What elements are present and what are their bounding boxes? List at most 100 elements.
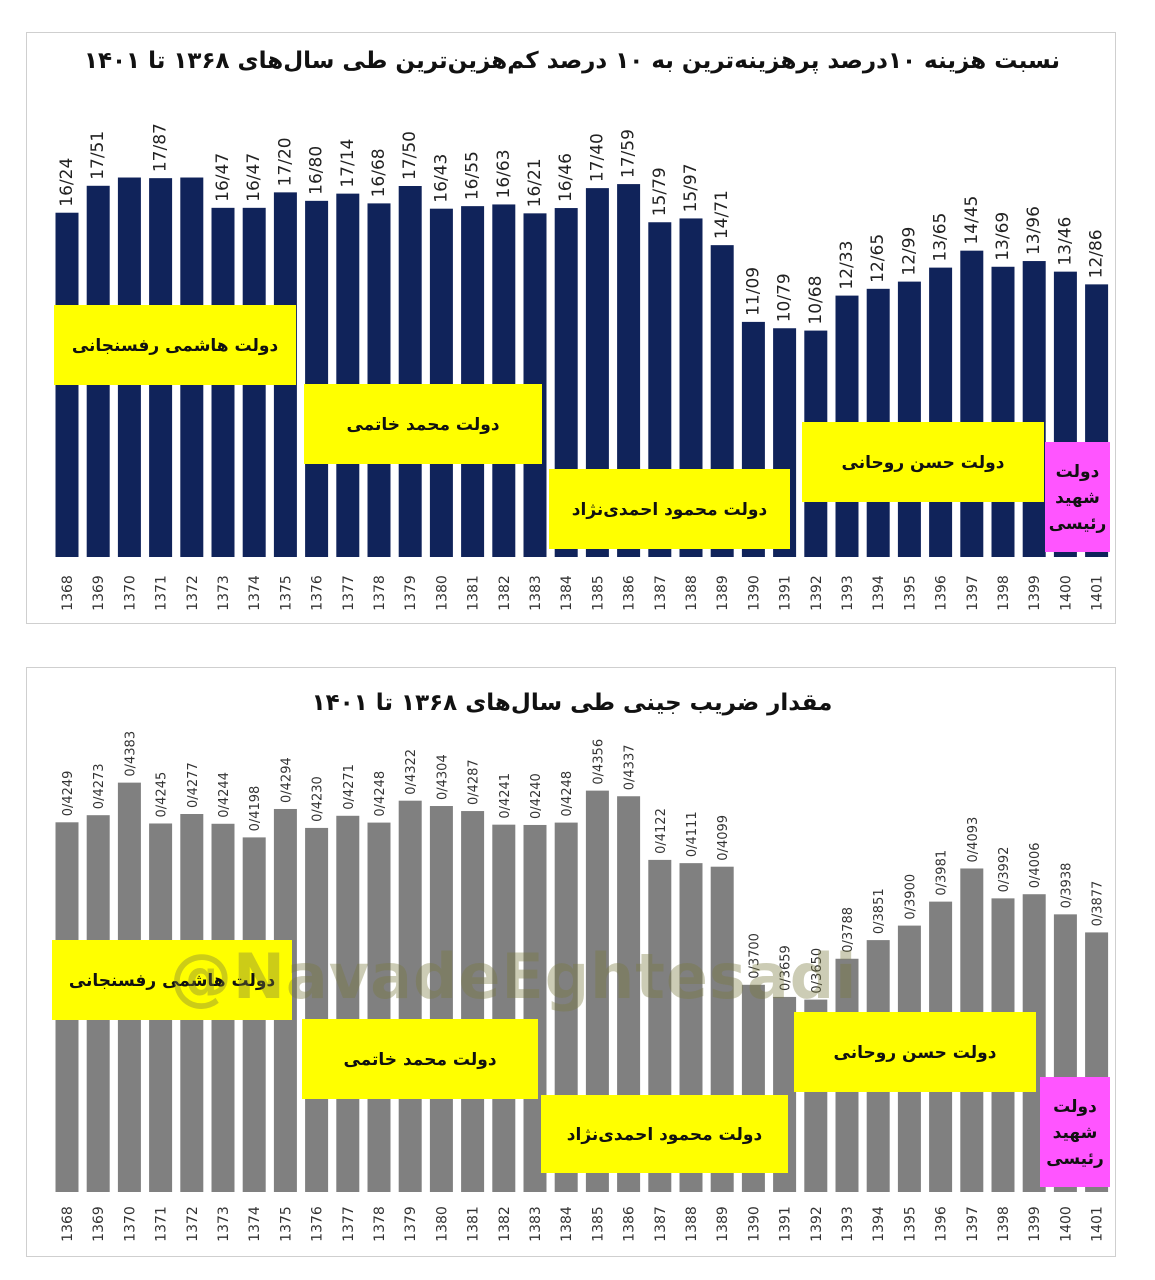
year-tick-1393: 1393 <box>840 1206 856 1242</box>
era-box-2 <box>541 1095 788 1173</box>
bar-1380 <box>429 208 453 557</box>
year-tick-1377: 1377 <box>341 575 357 611</box>
value-label-1384: 0/4248 <box>560 771 575 817</box>
year-tick-1370: 1370 <box>122 1206 138 1242</box>
year-tick-1386: 1386 <box>622 1206 638 1242</box>
year-tick-1378: 1378 <box>372 1206 388 1242</box>
era-box-0 <box>52 940 292 1020</box>
bar-1382 <box>492 204 516 557</box>
value-label-1378: 16/68 <box>369 148 389 197</box>
value-label-1375: 0/4294 <box>279 757 294 803</box>
era-label-2: دولت محمود احمدی‌نژاد <box>572 500 768 520</box>
value-label-1401: 12/86 <box>1087 229 1107 278</box>
bar-1381 <box>461 811 485 1192</box>
year-tick-1393: 1393 <box>840 575 856 611</box>
year-tick-1399: 1399 <box>1027 1206 1043 1242</box>
value-label-1377: 17/14 <box>338 139 358 188</box>
value-label-1370: 0/4383 <box>123 731 138 777</box>
year-tick-1376: 1376 <box>310 1206 326 1242</box>
value-label-1380: 16/43 <box>431 154 451 203</box>
year-tick-1370: 1370 <box>122 575 138 611</box>
era-label-3: دولت حسن روحانی <box>842 453 1005 473</box>
year-tick-1392: 1392 <box>809 575 825 611</box>
value-label-1383: 0/4240 <box>529 773 544 819</box>
year-tick-1400: 1400 <box>1058 575 1074 611</box>
year-tick-1379: 1379 <box>403 1206 419 1242</box>
year-tick-1394: 1394 <box>871 575 887 611</box>
era-label-4: رئیسی <box>1049 514 1107 534</box>
era-box-1 <box>302 1019 538 1099</box>
year-tick-1391: 1391 <box>778 1206 794 1242</box>
era-label-0: دولت هاشمی رفسنجانی <box>72 336 279 356</box>
year-tick-1378: 1378 <box>372 575 388 611</box>
value-label-1400: 13/46 <box>1055 217 1075 266</box>
value-label-1391: 0/3659 <box>779 945 794 991</box>
value-label-1391: 10/79 <box>775 273 795 322</box>
year-tick-1389: 1389 <box>715 575 731 611</box>
value-label-1375: 17/20 <box>275 137 295 186</box>
era-box-2 <box>549 469 790 549</box>
bar-1378 <box>367 822 391 1192</box>
year-tick-1380: 1380 <box>434 575 450 611</box>
ratio-chart-panel: نسبت هزینه ۱۰درصد پرهزینه‌ترین به ۱۰ درص… <box>26 32 1116 624</box>
bar-1376 <box>305 827 329 1192</box>
bar-1383 <box>523 824 547 1192</box>
value-label-1400: 0/3938 <box>1059 863 1074 909</box>
year-tick-1373: 1373 <box>216 575 232 611</box>
year-tick-1379: 1379 <box>403 575 419 611</box>
value-label-1374: 0/4198 <box>248 786 263 832</box>
year-tick-1368: 1368 <box>60 1206 76 1242</box>
year-tick-1377: 1377 <box>341 1206 357 1242</box>
bar-1378 <box>367 203 391 557</box>
year-tick-1394: 1394 <box>871 1206 887 1242</box>
bar-1386 <box>617 184 641 558</box>
year-tick-1382: 1382 <box>497 575 513 611</box>
bar-1379 <box>398 186 422 557</box>
value-label-1368: 0/4249 <box>61 771 76 817</box>
bar-1396 <box>929 267 953 557</box>
year-tick-1401: 1401 <box>1090 575 1106 611</box>
value-label-1382: 16/63 <box>494 149 514 198</box>
year-tick-1395: 1395 <box>902 575 918 611</box>
chart-title: مقدار ضریب جینی طی سال‌های ۱۳۶۸ تا ۱۴۰۱ <box>312 690 833 716</box>
chart-title: نسبت هزینه ۱۰درصد پرهزینه‌ترین به ۱۰ درص… <box>84 48 1060 74</box>
value-label-1377: 0/4271 <box>342 764 357 810</box>
era-label-1: دولت محمد خاتمی <box>343 1050 496 1070</box>
year-tick-1374: 1374 <box>247 1206 263 1242</box>
value-label-1393: 0/3788 <box>841 907 856 953</box>
value-label-1371: 17/87 <box>151 123 171 172</box>
year-tick-1369: 1369 <box>91 1206 107 1242</box>
value-label-1379: 17/50 <box>400 131 420 180</box>
bar-1381 <box>461 206 485 557</box>
bar-1380 <box>429 806 453 1192</box>
year-tick-1369: 1369 <box>91 575 107 611</box>
value-label-1390: 11/09 <box>743 267 763 316</box>
era-box-1 <box>304 384 542 464</box>
year-tick-1383: 1383 <box>528 1206 544 1242</box>
year-tick-1382: 1382 <box>497 1206 513 1242</box>
value-label-1392: 10/68 <box>806 276 826 325</box>
year-tick-1399: 1399 <box>1027 575 1043 611</box>
year-tick-1386: 1386 <box>622 575 638 611</box>
bar-1386 <box>617 796 641 1192</box>
value-label-1373: 0/4244 <box>217 772 232 818</box>
year-tick-1390: 1390 <box>746 575 762 611</box>
year-tick-1385: 1385 <box>590 1206 606 1242</box>
value-label-1395: 12/99 <box>899 227 919 276</box>
year-tick-1373: 1373 <box>216 1206 232 1242</box>
value-label-1380: 0/4304 <box>435 754 450 800</box>
value-label-1369: 17/51 <box>88 131 108 180</box>
era-label-2: دولت محمود احمدی‌نژاد <box>567 1125 763 1145</box>
value-label-1399: 13/96 <box>1024 206 1044 255</box>
year-tick-1375: 1375 <box>278 575 294 611</box>
year-tick-1371: 1371 <box>154 575 170 611</box>
value-label-1397: 0/4093 <box>966 817 981 863</box>
value-label-1389: 0/4099 <box>716 815 731 861</box>
value-label-1393: 12/33 <box>837 241 857 290</box>
value-label-1387: 15/79 <box>650 167 670 216</box>
value-label-1399: 0/4006 <box>1028 842 1043 888</box>
value-label-1381: 16/55 <box>463 151 483 200</box>
year-tick-1387: 1387 <box>653 1206 669 1242</box>
value-label-1398: 13/69 <box>993 212 1013 261</box>
value-label-1385: 0/4356 <box>591 739 606 785</box>
